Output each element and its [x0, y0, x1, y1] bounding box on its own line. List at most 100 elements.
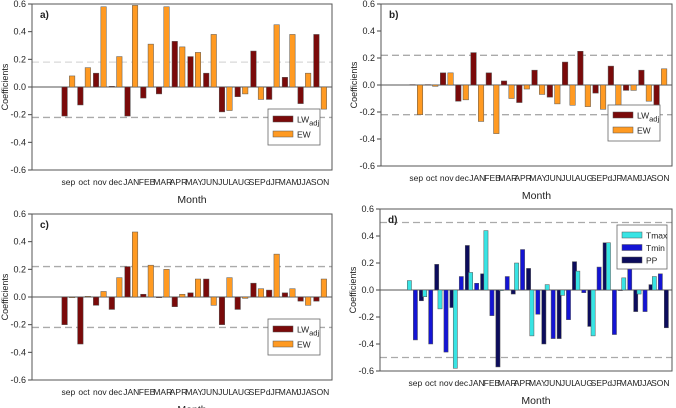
- legend-swatch-pp: [621, 256, 643, 264]
- bar-lw: [171, 41, 178, 88]
- bar-ew: [569, 84, 576, 106]
- bar-lw: [562, 61, 569, 86]
- bar-lw: [470, 52, 477, 86]
- bar-tmax: [422, 289, 428, 297]
- x-tick-label: MAR: [498, 173, 517, 183]
- panel-label: b): [389, 10, 398, 21]
- legend: LWadj EW: [607, 104, 661, 142]
- bar-ew: [584, 84, 591, 107]
- bar-lw: [281, 77, 288, 88]
- y-tick-label: -0.6: [10, 165, 26, 175]
- x-tick-label: JAN: [469, 378, 485, 388]
- y-tick-label: 0.0: [361, 285, 374, 295]
- bar-ew: [132, 5, 139, 88]
- x-tick-label: SON: [311, 177, 329, 187]
- plot-frame: [31, 3, 333, 171]
- bar-lw: [77, 86, 84, 106]
- bar-ew: [226, 277, 233, 298]
- bar-ew: [432, 84, 439, 87]
- bar-ew: [179, 293, 186, 298]
- legend: LWadj EW: [267, 318, 321, 356]
- y-tick-label: 0.6: [362, 0, 375, 9]
- bar-lw: [485, 72, 492, 86]
- bar-ew: [273, 253, 280, 298]
- bar-lw: [108, 86, 115, 88]
- bar-tmax: [575, 270, 581, 291]
- x-tick-label: MAR: [153, 387, 172, 397]
- bar-lw: [297, 296, 304, 302]
- bar-lw: [156, 296, 163, 298]
- bar-ew: [447, 72, 454, 86]
- legend-swatch-tmin: [621, 244, 643, 251]
- bar-lw: [623, 84, 630, 91]
- bar-lw: [218, 296, 225, 325]
- bar-tmax: [437, 289, 443, 310]
- y-tick-label: 0.2: [13, 54, 26, 64]
- bar-lw: [156, 86, 163, 95]
- y-axis-label: Coefficients: [349, 61, 359, 108]
- x-tick-label: JUN: [545, 378, 562, 388]
- y-tick-label: 0.4: [362, 26, 375, 36]
- panel-label: c): [40, 220, 49, 231]
- x-tick-label: JJA: [638, 173, 653, 183]
- x-tick-label: AUG: [575, 173, 593, 183]
- y-tick-label: 0.4: [13, 27, 26, 37]
- x-axis-label: Month: [522, 190, 551, 202]
- x-tick-label: oct: [78, 387, 90, 397]
- x-tick-label: APR: [170, 177, 187, 187]
- bar-ew: [508, 84, 515, 99]
- bar-lw: [501, 80, 508, 86]
- bar-lw: [140, 293, 147, 298]
- legend-label-subscript: adj: [649, 115, 659, 124]
- y-tick-label: -0.2: [10, 320, 26, 330]
- bar-ew: [417, 84, 424, 115]
- legend-label: EW: [297, 130, 311, 140]
- x-tick-label: JAN: [469, 173, 485, 183]
- x-tick-label: JJA: [297, 387, 312, 397]
- bar-tmax: [651, 276, 657, 291]
- x-tick-label: MAY: [529, 378, 547, 388]
- x-tick-label: oct: [78, 177, 90, 187]
- x-tick-label: SEP: [591, 173, 608, 183]
- bar-tmin: [612, 289, 617, 335]
- x-tick-label: SON: [651, 173, 669, 183]
- bar-lw: [93, 296, 100, 306]
- x-tick-label: dec: [454, 378, 468, 388]
- bar-tmin: [581, 289, 587, 293]
- bar-pp: [434, 264, 440, 291]
- y-tick-label: 0.4: [361, 231, 374, 241]
- bar-lw: [266, 289, 273, 298]
- bar-ew: [179, 46, 186, 88]
- y-tick-label: 0.6: [361, 204, 374, 214]
- x-tick-label: SON: [311, 387, 329, 397]
- y-tick-label: 0.0: [362, 80, 375, 90]
- bar-lw: [577, 51, 584, 86]
- legend-box: [267, 108, 321, 146]
- x-tick-label: sep: [62, 387, 76, 397]
- bar-ew: [242, 86, 249, 95]
- bar-ew: [493, 84, 500, 134]
- bar-ew: [242, 296, 249, 299]
- x-tick-label: JUN: [202, 177, 219, 187]
- x-tick-label: dec: [109, 177, 123, 187]
- bar-pp: [510, 289, 516, 295]
- x-tick-label: SEP: [249, 177, 266, 187]
- bar-lw: [424, 84, 431, 86]
- bar-ew: [554, 84, 561, 105]
- bar-pp: [526, 268, 531, 291]
- bar-pp: [556, 289, 562, 339]
- bar-tmin: [566, 289, 571, 320]
- bar-lw: [218, 86, 225, 113]
- bar-pp: [464, 245, 470, 291]
- x-tick-label: dJF: [608, 173, 622, 183]
- bar-ew: [100, 6, 107, 88]
- legend-swatch-tmax: [621, 231, 643, 239]
- legend: LWadj EW: [267, 108, 321, 146]
- x-tick-label: MAY: [185, 177, 203, 187]
- bar-tmin: [596, 266, 602, 291]
- legend-label: Tmax: [646, 231, 668, 241]
- bar-lw: [250, 50, 257, 88]
- bar-ew: [600, 84, 607, 110]
- y-axis-label: Coefficients: [0, 63, 10, 110]
- bar-lw: [313, 296, 320, 302]
